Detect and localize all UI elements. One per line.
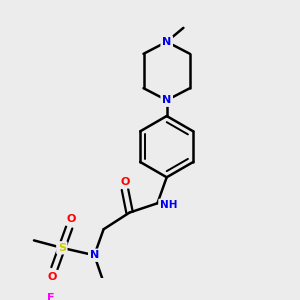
Text: O: O xyxy=(48,272,57,282)
Text: N: N xyxy=(90,250,99,260)
Text: N: N xyxy=(162,95,171,105)
Text: F: F xyxy=(47,293,55,300)
Text: S: S xyxy=(58,243,66,253)
Text: O: O xyxy=(120,177,130,187)
Text: O: O xyxy=(66,214,76,224)
Text: NH: NH xyxy=(160,200,177,210)
Text: N: N xyxy=(162,37,171,47)
